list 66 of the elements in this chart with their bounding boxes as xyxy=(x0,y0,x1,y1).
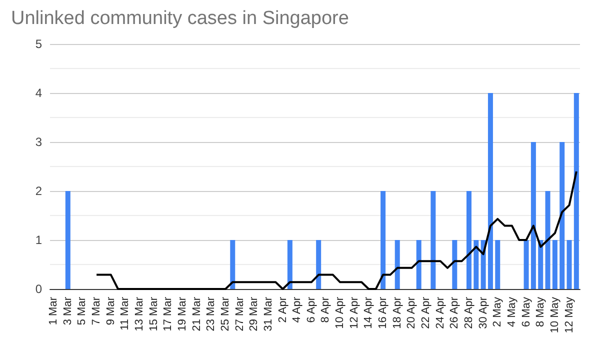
x-tick-label: 16 Apr xyxy=(377,296,390,329)
bar xyxy=(230,240,236,289)
x-tick-label: 5 Mar xyxy=(76,296,88,326)
bar xyxy=(552,240,558,289)
x-tick-label: 12 Apr xyxy=(348,296,360,329)
x-tick-label: 26 Apr xyxy=(448,296,461,329)
x-tick-label: 4 Apr xyxy=(291,296,304,323)
x-tick-label: 4 May xyxy=(506,296,518,327)
x-tick-label: 24 Apr xyxy=(434,296,446,329)
x-tick-label: 29 Mar xyxy=(248,296,260,332)
x-tick-label: 25 Mar xyxy=(219,296,232,332)
x-tick-label: 14 Apr xyxy=(362,296,375,329)
x-tick-label: 10 Apr xyxy=(334,296,346,329)
bar xyxy=(65,191,70,289)
x-tick-label: 10 May xyxy=(548,296,561,334)
x-tick-label: 6 Apr xyxy=(305,296,318,323)
bar xyxy=(560,142,565,289)
x-tick-label: 15 Mar xyxy=(148,296,160,332)
y-tick-label: 4 xyxy=(35,86,42,100)
x-tick-label: 6 May xyxy=(520,296,532,327)
x-tick-label: 20 Apr xyxy=(406,296,418,329)
x-tick-label: 12 May xyxy=(563,296,576,334)
y-tick-label: 0 xyxy=(35,282,42,296)
x-tick-label: 31 Mar xyxy=(262,296,274,332)
x-tick-label: 8 May xyxy=(534,296,547,327)
bar xyxy=(545,191,550,289)
bar xyxy=(452,240,458,289)
x-tick-label: 30 Apr xyxy=(477,296,490,329)
bar xyxy=(574,93,579,289)
y-tick-label: 5 xyxy=(35,37,42,51)
chart-title: Unlinked community cases in Singapore xyxy=(11,8,349,29)
bar xyxy=(530,142,536,289)
bar xyxy=(316,240,322,289)
bar xyxy=(538,240,544,289)
y-tick-label: 3 xyxy=(35,135,42,149)
bar xyxy=(380,191,386,289)
x-tick-label: 27 Mar xyxy=(234,296,246,332)
x-tick-label: 11 Mar xyxy=(119,296,132,330)
bar xyxy=(287,240,292,289)
bar xyxy=(466,191,472,289)
bar xyxy=(488,93,493,289)
x-tick-label: 17 Mar xyxy=(162,296,174,332)
x-tick-label: 13 Mar xyxy=(134,296,146,332)
bar xyxy=(430,191,436,289)
x-tick-label: 2 Apr xyxy=(276,296,289,323)
bar xyxy=(524,240,529,289)
bar xyxy=(495,240,500,289)
x-tick-label: 7 Mar xyxy=(90,296,103,326)
x-tick-label: 19 Mar xyxy=(176,296,188,332)
x-tick-label: 2 May xyxy=(492,296,504,327)
x-tick-label: 21 Mar xyxy=(190,296,203,332)
bar xyxy=(394,240,400,289)
x-tick-label: 18 Apr xyxy=(391,296,404,329)
x-tick-label: 28 Apr xyxy=(462,296,475,329)
x-tick-label: 1 Mar xyxy=(48,296,60,326)
bar xyxy=(566,240,572,289)
x-tick-label: 22 Apr xyxy=(420,296,432,329)
x-tick-label: 23 Mar xyxy=(205,296,218,332)
x-tick-label: 8 Apr xyxy=(320,296,332,323)
y-tick-label: 1 xyxy=(35,233,42,247)
x-tick-label: 9 Mar xyxy=(104,296,117,326)
bar xyxy=(416,240,422,289)
x-tick-label: 3 Mar xyxy=(62,296,74,326)
y-tick-label: 2 xyxy=(35,184,42,198)
line-series xyxy=(96,170,578,290)
bar xyxy=(474,240,479,289)
